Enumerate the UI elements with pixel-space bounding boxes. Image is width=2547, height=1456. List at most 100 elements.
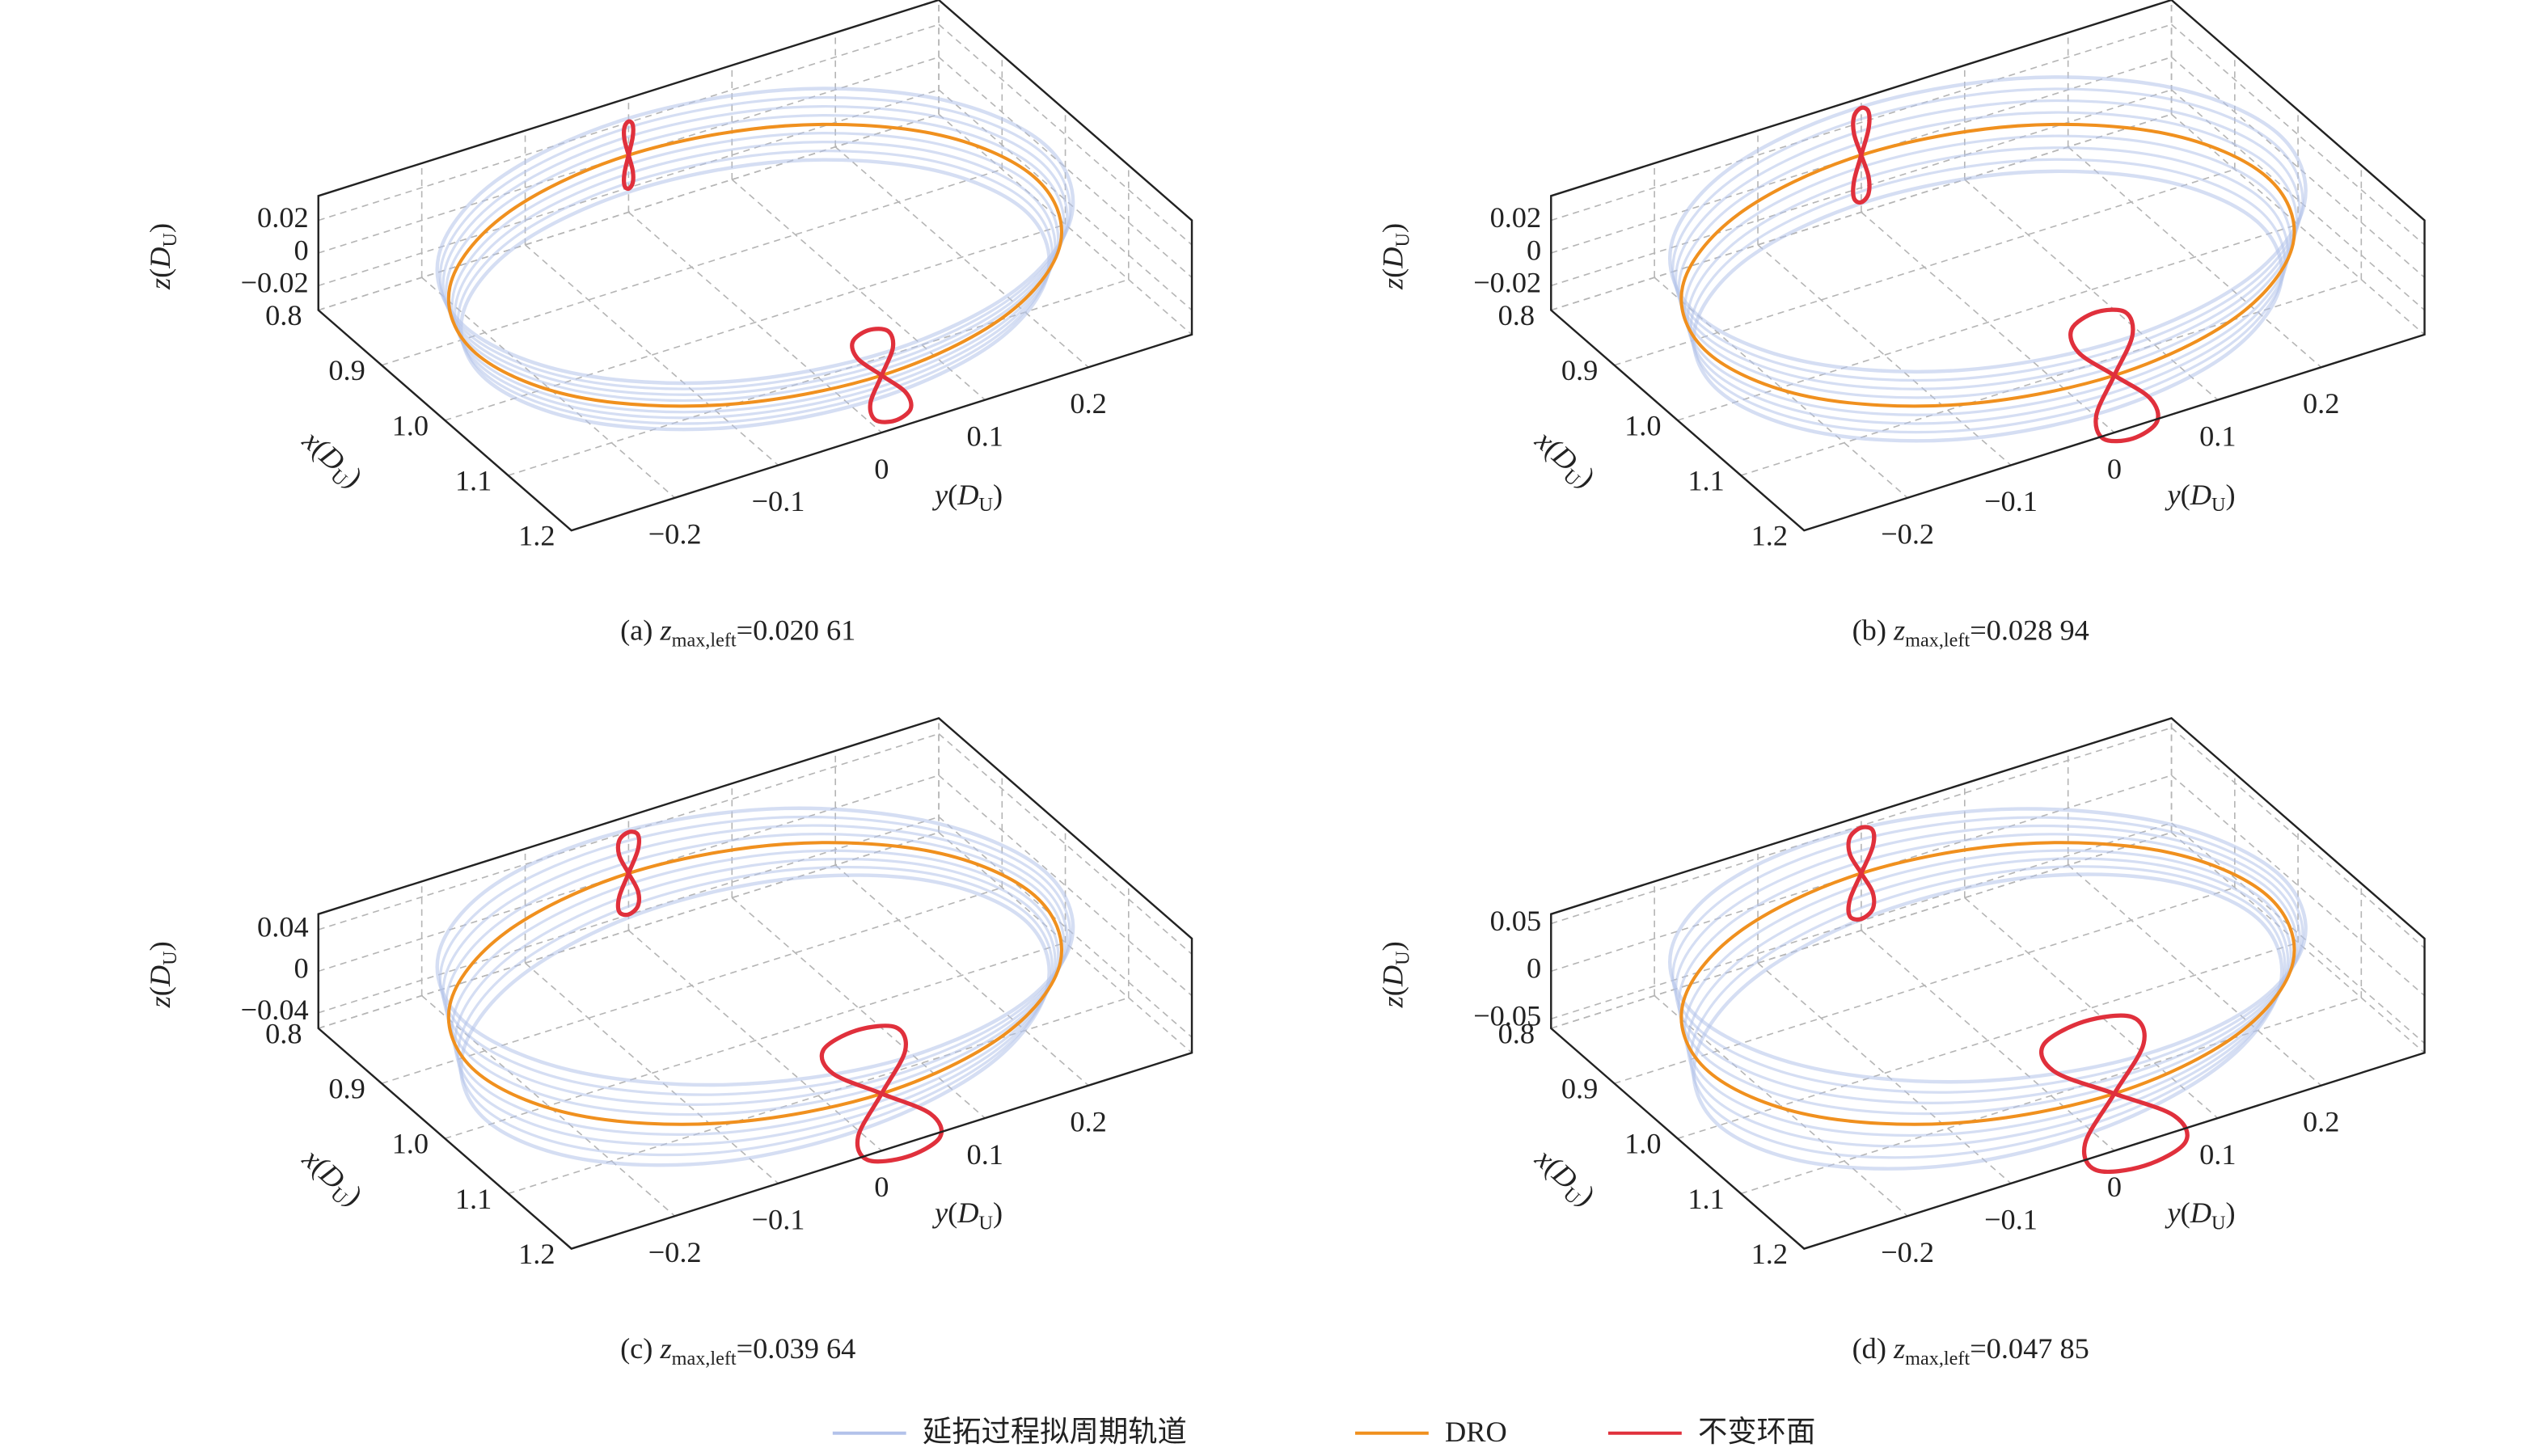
label-part: z: [1377, 278, 1409, 290]
y-tick-label: −0.2: [648, 518, 702, 551]
box-edge: [938, 832, 1193, 1053]
z-tick-label: 0: [1527, 952, 1541, 985]
label-part: ): [2226, 1197, 2236, 1230]
grid-line: [2171, 23, 2426, 246]
axis-label: x(DU): [1526, 1142, 1602, 1215]
z-tick-label: 0: [294, 952, 308, 985]
grid-line: [1677, 942, 2299, 1140]
z-tick-label: −0.02: [1473, 267, 1541, 299]
grid-line: [2171, 89, 2426, 311]
band-strand: [435, 87, 1075, 386]
label-part: U: [2211, 1212, 2226, 1234]
panel: 0.80.91.01.11.2 −0.2−0.100.10.2−0.0200.02…: [1377, 0, 2426, 651]
grid-line: [2171, 822, 2426, 1045]
grid-line: [524, 244, 779, 466]
label-part: U: [2211, 493, 2226, 515]
grid-line: [2171, 727, 2426, 949]
x-tick-label: 1.1: [1687, 1183, 1724, 1215]
invariant-torus: [850, 327, 914, 424]
band-strand: [1686, 857, 2290, 1148]
caption-part: z: [659, 614, 671, 647]
caption-part: z: [659, 1332, 671, 1365]
axis-label: x(DU): [293, 424, 369, 497]
x-tick-label: 0.9: [328, 1073, 365, 1105]
grid-line: [1757, 962, 2012, 1184]
label-part: y: [931, 1197, 948, 1230]
y-tick-label: −0.1: [1984, 1204, 2038, 1236]
y-tick-label: −0.2: [648, 1236, 702, 1268]
label-part: z: [144, 996, 176, 1008]
band-strand: [441, 824, 1069, 1106]
caption-part: max,left: [1905, 629, 1970, 651]
caption-part: max,left: [1905, 1347, 1970, 1369]
grid-line: [444, 942, 1066, 1140]
axis-label: y(DU): [2165, 1197, 2236, 1234]
band-strand: [450, 849, 1060, 1136]
label-part: D: [1377, 965, 1409, 987]
x-tick-label: 1.2: [518, 520, 555, 552]
caption-part: (a): [620, 614, 660, 647]
label-part: y: [931, 479, 948, 511]
z-tick-label: 0.04: [257, 910, 309, 943]
axis-label: x(DU): [293, 1142, 369, 1215]
invariant-torus: [615, 829, 641, 918]
caption: (c) zmax,left=0.039 64: [620, 1332, 855, 1369]
label-part: D: [2190, 1197, 2211, 1230]
z-tick-label: 0: [1527, 234, 1541, 266]
band-strand: [435, 806, 1075, 1087]
grid-line: [1654, 276, 1908, 499]
invariant-torus: [2039, 1013, 2190, 1174]
label-part: ): [1377, 941, 1409, 951]
label-part: (: [1377, 986, 1409, 996]
label-part: U: [1392, 951, 1413, 964]
y-tick-label: −0.2: [1881, 518, 1934, 551]
invariant-torus: [1851, 105, 1872, 205]
label-part: U: [979, 1212, 994, 1234]
z-tick-label: −0.05: [1473, 1000, 1541, 1032]
label-part: ): [993, 1197, 1003, 1230]
caption-part: max,left: [672, 1347, 737, 1369]
grid-line: [938, 774, 1193, 997]
y-tick-label: 0.1: [2199, 1138, 2236, 1171]
legend-label: 延拓过程拟周期轨道: [923, 1416, 1187, 1448]
label-part: (: [2181, 1197, 2190, 1230]
box-outline: [1550, 717, 2426, 1250]
grid-line: [834, 146, 1089, 368]
axis-label: z(DU): [1377, 941, 1413, 1008]
caption-part: =0.020 61: [737, 614, 856, 647]
invariant-torus: [622, 119, 636, 192]
caption-part: =0.039 64: [737, 1332, 856, 1365]
grid-line: [938, 816, 1193, 1038]
x-tick-label: 1.2: [1751, 520, 1788, 552]
legend-label: DRO: [1445, 1416, 1507, 1448]
box-edge: [2171, 113, 2426, 336]
grid-line: [834, 864, 1089, 1087]
caption-part: =0.028 94: [1970, 614, 2089, 647]
grid-line: [2171, 774, 2426, 997]
x-tick-label: 1.2: [518, 1238, 555, 1270]
label-part: (: [948, 479, 957, 511]
label-part: D: [144, 965, 176, 987]
y-tick-label: 0.2: [1070, 1105, 1106, 1137]
y-tick-label: 0: [2107, 453, 2122, 485]
label-part: D: [957, 1197, 978, 1230]
label-part: z: [144, 278, 176, 290]
label-part: U: [159, 951, 181, 964]
axis-label: y(DU): [2165, 479, 2236, 515]
axis-label: z(DU): [144, 941, 180, 1008]
caption: (b) zmax,left=0.028 94: [1852, 614, 2089, 651]
band-strand: [1668, 75, 2308, 374]
band-strand: [1689, 865, 2287, 1159]
caption-part: (d): [1852, 1332, 1894, 1365]
x-tick-label: 0.8: [1498, 299, 1535, 331]
label-part: D: [1377, 247, 1409, 269]
band-strand: [1683, 849, 2292, 1137]
y-tick-label: 0: [874, 1171, 889, 1203]
grid-line: [444, 223, 1066, 421]
caption-part: =0.047 85: [1970, 1332, 2089, 1365]
band-strand: [1675, 99, 2301, 390]
label-part: D: [144, 247, 176, 269]
panel: 0.80.91.01.11.2 −0.2−0.100.10.2−0.0200.02…: [144, 0, 1193, 651]
x-tick-label: 0.8: [265, 1017, 302, 1049]
x-tick-label: 0.8: [265, 299, 302, 331]
